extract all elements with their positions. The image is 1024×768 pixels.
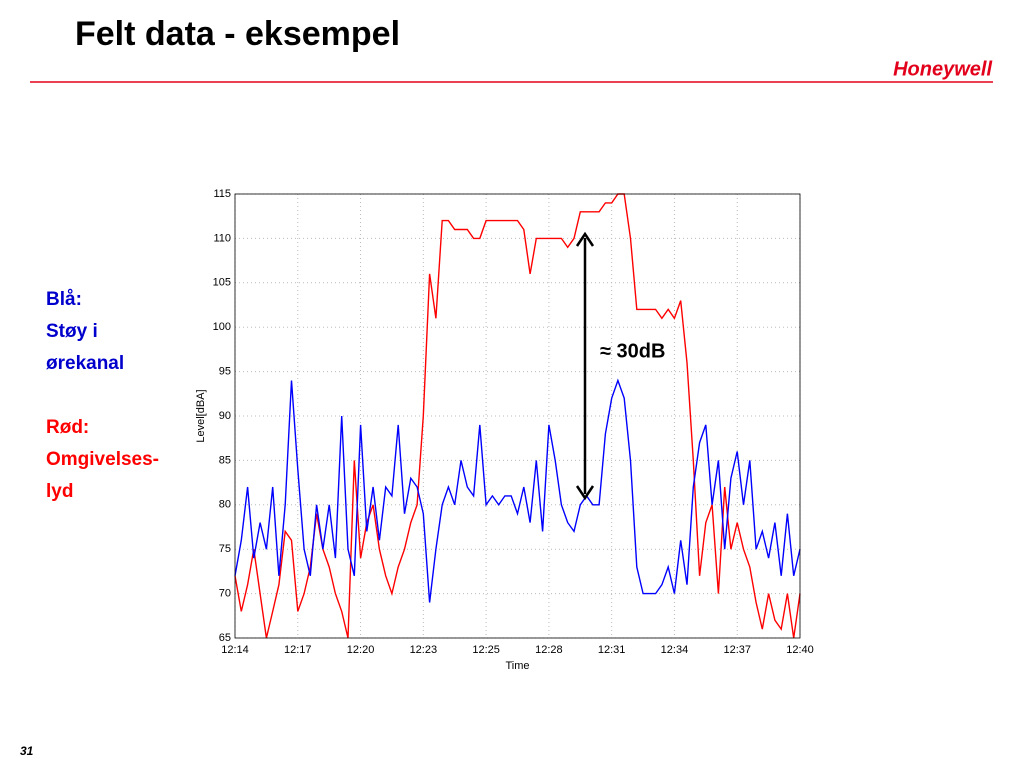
plot-area bbox=[235, 194, 800, 638]
x-tick-label: 12:17 bbox=[284, 644, 312, 656]
note-line: Blå: bbox=[46, 289, 82, 310]
arrow-head bbox=[575, 485, 595, 501]
note-line: ørekanal bbox=[46, 353, 124, 374]
y-axis-label: Level[dBA] bbox=[195, 389, 207, 442]
y-tick-label: 115 bbox=[213, 188, 231, 200]
series-line bbox=[234, 378, 801, 603]
y-tick-label: 95 bbox=[219, 366, 231, 378]
y-tick-label: 75 bbox=[219, 543, 231, 555]
note-line: Støy i bbox=[46, 321, 98, 342]
y-tick-label: 80 bbox=[219, 499, 231, 511]
x-tick-label: 12:14 bbox=[221, 644, 249, 656]
slide-title: Felt data - eksempel bbox=[75, 15, 400, 53]
y-tick-label: 100 bbox=[213, 321, 231, 333]
note-line: Rød: bbox=[46, 417, 89, 438]
x-tick-label: 12:37 bbox=[723, 644, 751, 656]
x-axis-label: Time bbox=[505, 660, 529, 672]
notes: Blå: Støy i ørekanal Rød: Omgivelses-lyd bbox=[46, 289, 159, 502]
plot-frame bbox=[234, 193, 801, 639]
x-tick-label: 12:28 bbox=[535, 644, 563, 656]
arrow-head bbox=[575, 231, 595, 247]
y-tick-label: 105 bbox=[213, 277, 231, 289]
y-tick-label: 70 bbox=[219, 588, 231, 600]
y-tick-label: 110 bbox=[213, 232, 231, 244]
note-line: Omgivelses- bbox=[46, 449, 159, 470]
y-tick-label: 90 bbox=[219, 410, 231, 422]
chart: 65 70 75 80 85 90 95 100 105 110 115 12:14 12:17 12:2… bbox=[195, 188, 814, 672]
page-number: 31 bbox=[20, 744, 34, 758]
annotation: ≈ 30dB bbox=[600, 340, 665, 362]
y-tick-label: 85 bbox=[219, 454, 231, 466]
x-tick-label: 12:25 bbox=[472, 644, 500, 656]
x-tick-label: 12:20 bbox=[347, 644, 375, 656]
note-line: lyd bbox=[46, 481, 73, 502]
x-tick-label: 12:34 bbox=[661, 644, 689, 656]
logo: Honeywell bbox=[893, 58, 992, 80]
x-tick-label: 12:40 bbox=[786, 644, 814, 656]
x-tick-label: 12:23 bbox=[410, 644, 438, 656]
x-tick-label: 12:31 bbox=[598, 644, 626, 656]
y-tick-label: 65 bbox=[219, 632, 231, 644]
series-line bbox=[234, 193, 801, 639]
